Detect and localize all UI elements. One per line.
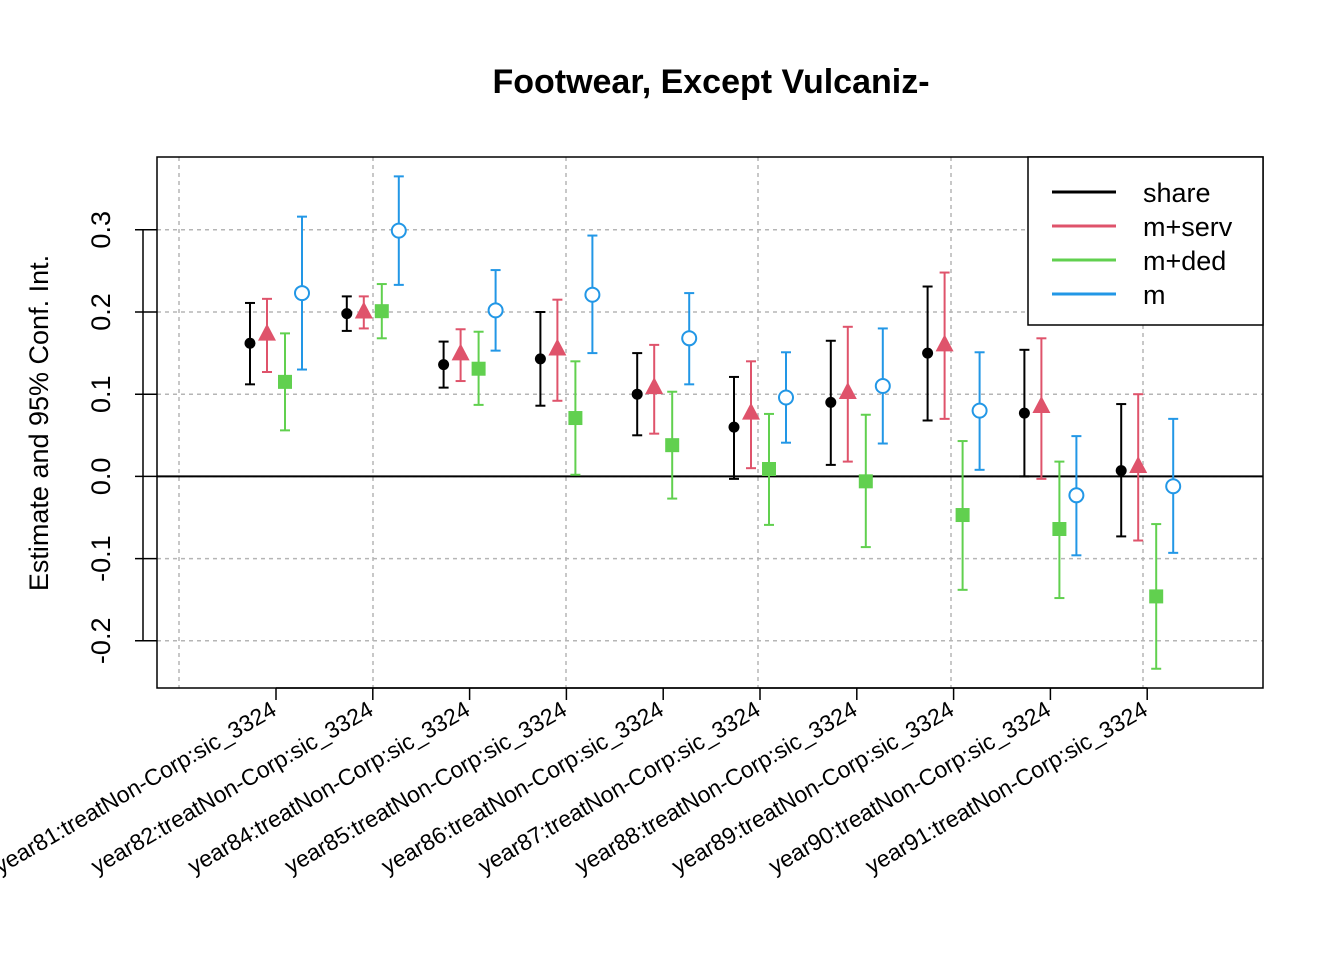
point-marker [935,334,954,352]
series-m-serv [258,271,1148,542]
legend-label: m [1143,280,1166,310]
point-marker [258,323,276,341]
point-marker [1165,478,1182,495]
point-marker [874,377,891,394]
point-marker [1149,589,1164,604]
y-tick-label: 0.3 [86,211,116,249]
legend: share m+serv m+ded m [1027,156,1264,326]
point-marker [1129,455,1148,473]
series-m [294,175,1182,557]
chart-title: Footwear, Except Vulcaniz- [492,63,929,101]
point-marker [971,402,988,419]
point-marker [838,382,857,400]
point-marker [1018,407,1030,419]
point-marker [534,353,546,365]
y-tick-label: 0.0 [86,458,116,496]
point-marker [548,338,567,356]
legend-label: share [1143,178,1211,208]
y-tick-label: -0.1 [86,535,116,582]
y-tick-label: 0.2 [86,293,116,331]
point-marker [645,377,664,395]
point-marker [341,308,353,320]
point-marker [1032,395,1051,413]
point-marker [955,508,970,523]
legend-label: m+serv [1143,212,1233,242]
point-marker [244,337,256,349]
y-tick-label: -0.2 [86,618,116,665]
series-share [244,285,1127,538]
point-marker [451,343,470,361]
point-marker [1068,487,1085,504]
point-marker [487,302,504,319]
point-marker [778,389,794,406]
point-marker [922,347,934,359]
point-marker [728,421,740,433]
point-marker [825,396,837,408]
point-marker [762,462,776,477]
point-marker [471,361,486,376]
y-axis-label: Estimate and 95% Conf. Int. [24,255,54,591]
point-marker [278,374,292,389]
point-marker [354,301,373,319]
point-marker [631,388,643,400]
x-axis: year81:treatNon-Corp:sic_3324year82:trea… [0,687,1152,879]
point-marker [568,411,583,426]
point-marker [374,304,389,319]
point-marker [858,474,873,489]
point-marker [1052,522,1067,537]
series-m-ded [278,283,1164,670]
legend-box [1027,156,1264,326]
point-marker [294,285,310,302]
point-marker [681,330,698,347]
y-axis: -0.2 -0.1 0.0 0.1 0.2 0.3 [86,211,157,664]
point-marker [665,438,680,453]
plot-frame [156,156,1264,689]
legend-label: m+ded [1143,246,1226,276]
point-marker [438,359,450,371]
data-marks [244,175,1182,670]
y-tick-label: 0.1 [86,375,116,413]
point-marker [584,286,601,303]
point-marker [742,402,760,420]
point-marker [390,222,407,239]
point-marker [1115,465,1127,477]
